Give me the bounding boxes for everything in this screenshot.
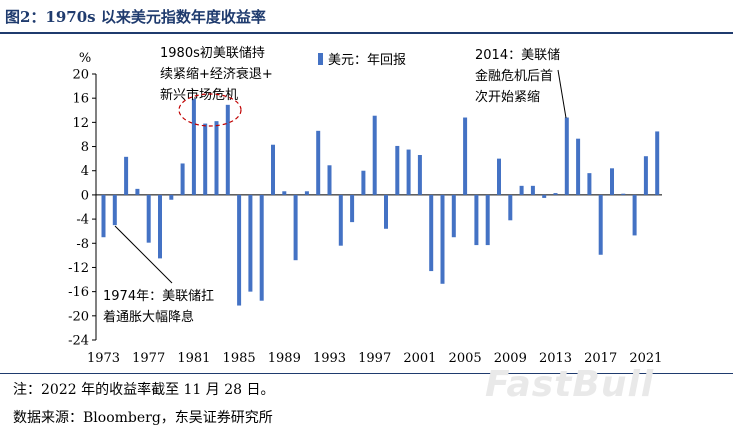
bar — [440, 194, 445, 284]
bar — [180, 163, 185, 195]
annotation-2014-leader — [557, 69, 567, 119]
bar — [406, 149, 411, 195]
bar — [463, 117, 468, 195]
bar — [429, 194, 434, 272]
x-tick-label: 1989 — [268, 351, 301, 366]
bar — [248, 194, 253, 292]
bar — [158, 194, 162, 259]
bar — [372, 115, 377, 195]
highlight-ellipse — [178, 93, 242, 127]
y-tick-label: -16 — [68, 285, 89, 300]
legend-label: 美元：年回报 — [328, 53, 406, 68]
bar — [271, 144, 275, 195]
bar — [508, 194, 513, 221]
bar — [485, 194, 490, 246]
bar — [338, 194, 343, 246]
y-tick-label: -20 — [68, 309, 89, 324]
bar — [542, 194, 547, 198]
x-tick-label: 2009 — [494, 351, 527, 366]
x-tick-label: 1973 — [87, 351, 120, 366]
bar — [135, 188, 140, 195]
y-tick-label: -4 — [76, 213, 89, 228]
y-tick-label: 16 — [72, 92, 89, 107]
watermark-logo: FastBull — [485, 364, 655, 405]
bar — [497, 158, 501, 195]
bar — [598, 194, 603, 255]
bar — [361, 170, 366, 195]
annotation-1974: 1974年：美联储扛 — [103, 288, 214, 304]
bottom-rule — [0, 373, 733, 374]
annotation-2014: 次开始紧缩 — [475, 89, 540, 105]
annotation-1980s: 续紧缩+经济衰退+ — [160, 66, 273, 82]
bar — [610, 168, 614, 195]
x-tick-label: 1985 — [223, 351, 256, 366]
bar — [530, 185, 535, 195]
bar — [350, 194, 355, 223]
x-tick-label: 2005 — [449, 351, 482, 366]
title-bar: 图2：1970s 以来美元指数年度收益率 — [0, 0, 733, 32]
x-tick-label: 2017 — [584, 351, 617, 366]
x-tick-label: 1997 — [358, 351, 391, 366]
title-rule — [0, 32, 733, 34]
bar — [327, 165, 332, 195]
annotation-1974-leader — [114, 225, 173, 284]
y-tick-label: 8 — [81, 140, 89, 155]
y-tick-label: -8 — [76, 237, 89, 252]
bar-chart: 20 16 12 8 4 0 -4 -8 -12 -16 -20 -24% 1973 1977 1981 19… — [68, 46, 662, 366]
bar — [553, 193, 558, 195]
y-tick-label: -24 — [68, 334, 89, 349]
bar — [259, 194, 264, 301]
bar — [146, 194, 151, 243]
x-tick-label: 2013 — [539, 351, 572, 366]
y-tick-label: 4 — [81, 164, 89, 179]
y-tick-label: 20 — [72, 68, 89, 83]
y-axis-unit: % — [79, 51, 91, 66]
bar — [293, 194, 298, 261]
bar — [101, 194, 106, 238]
x-tick-label: 2021 — [629, 351, 662, 366]
bar — [237, 194, 242, 306]
bar — [214, 121, 219, 195]
bar — [316, 130, 321, 195]
annotation-1980s: 新兴市场危机 — [160, 87, 238, 103]
annotation-1980s: 1980s初美联储持 — [160, 46, 265, 61]
bar — [519, 185, 524, 195]
x-tick-label: 2001 — [403, 351, 436, 366]
bar — [124, 156, 129, 195]
x-tick-label: 1981 — [177, 351, 210, 366]
bar — [304, 191, 309, 195]
footnote: 注：2022 年的收益率截至 11 月 28 日。 — [13, 382, 275, 398]
bar — [564, 117, 569, 195]
y-tick-label: 0 — [81, 188, 89, 203]
bar — [169, 194, 174, 200]
bar — [203, 123, 208, 195]
x-tick-label: 1977 — [132, 351, 165, 366]
bar — [395, 145, 400, 195]
bar — [191, 98, 196, 195]
bar — [632, 194, 637, 236]
bar — [643, 156, 648, 195]
bar — [587, 173, 592, 195]
annotation-2014: 金融危机后首 — [475, 68, 553, 84]
bar — [384, 194, 388, 229]
y-tick-label: 12 — [72, 116, 89, 131]
bar — [451, 194, 456, 238]
annotation-1974: 着通胀大幅降息 — [103, 309, 194, 325]
bar — [225, 104, 230, 195]
data-source: 数据来源：Bloomberg，东吴证券研究所 — [13, 410, 273, 426]
y-tick-label: -12 — [68, 261, 89, 276]
bar — [621, 193, 626, 195]
x-tick-label: 1993 — [313, 351, 346, 366]
annotation-2014: 2014：美联储 — [475, 48, 560, 63]
bar — [417, 155, 422, 195]
figure-title: 图2：1970s 以来美元指数年度收益率 — [5, 8, 266, 26]
bar — [282, 191, 287, 195]
bar — [474, 194, 479, 246]
legend-swatch — [318, 53, 323, 65]
bar — [112, 194, 117, 226]
bar — [655, 131, 660, 195]
bar — [576, 138, 581, 195]
